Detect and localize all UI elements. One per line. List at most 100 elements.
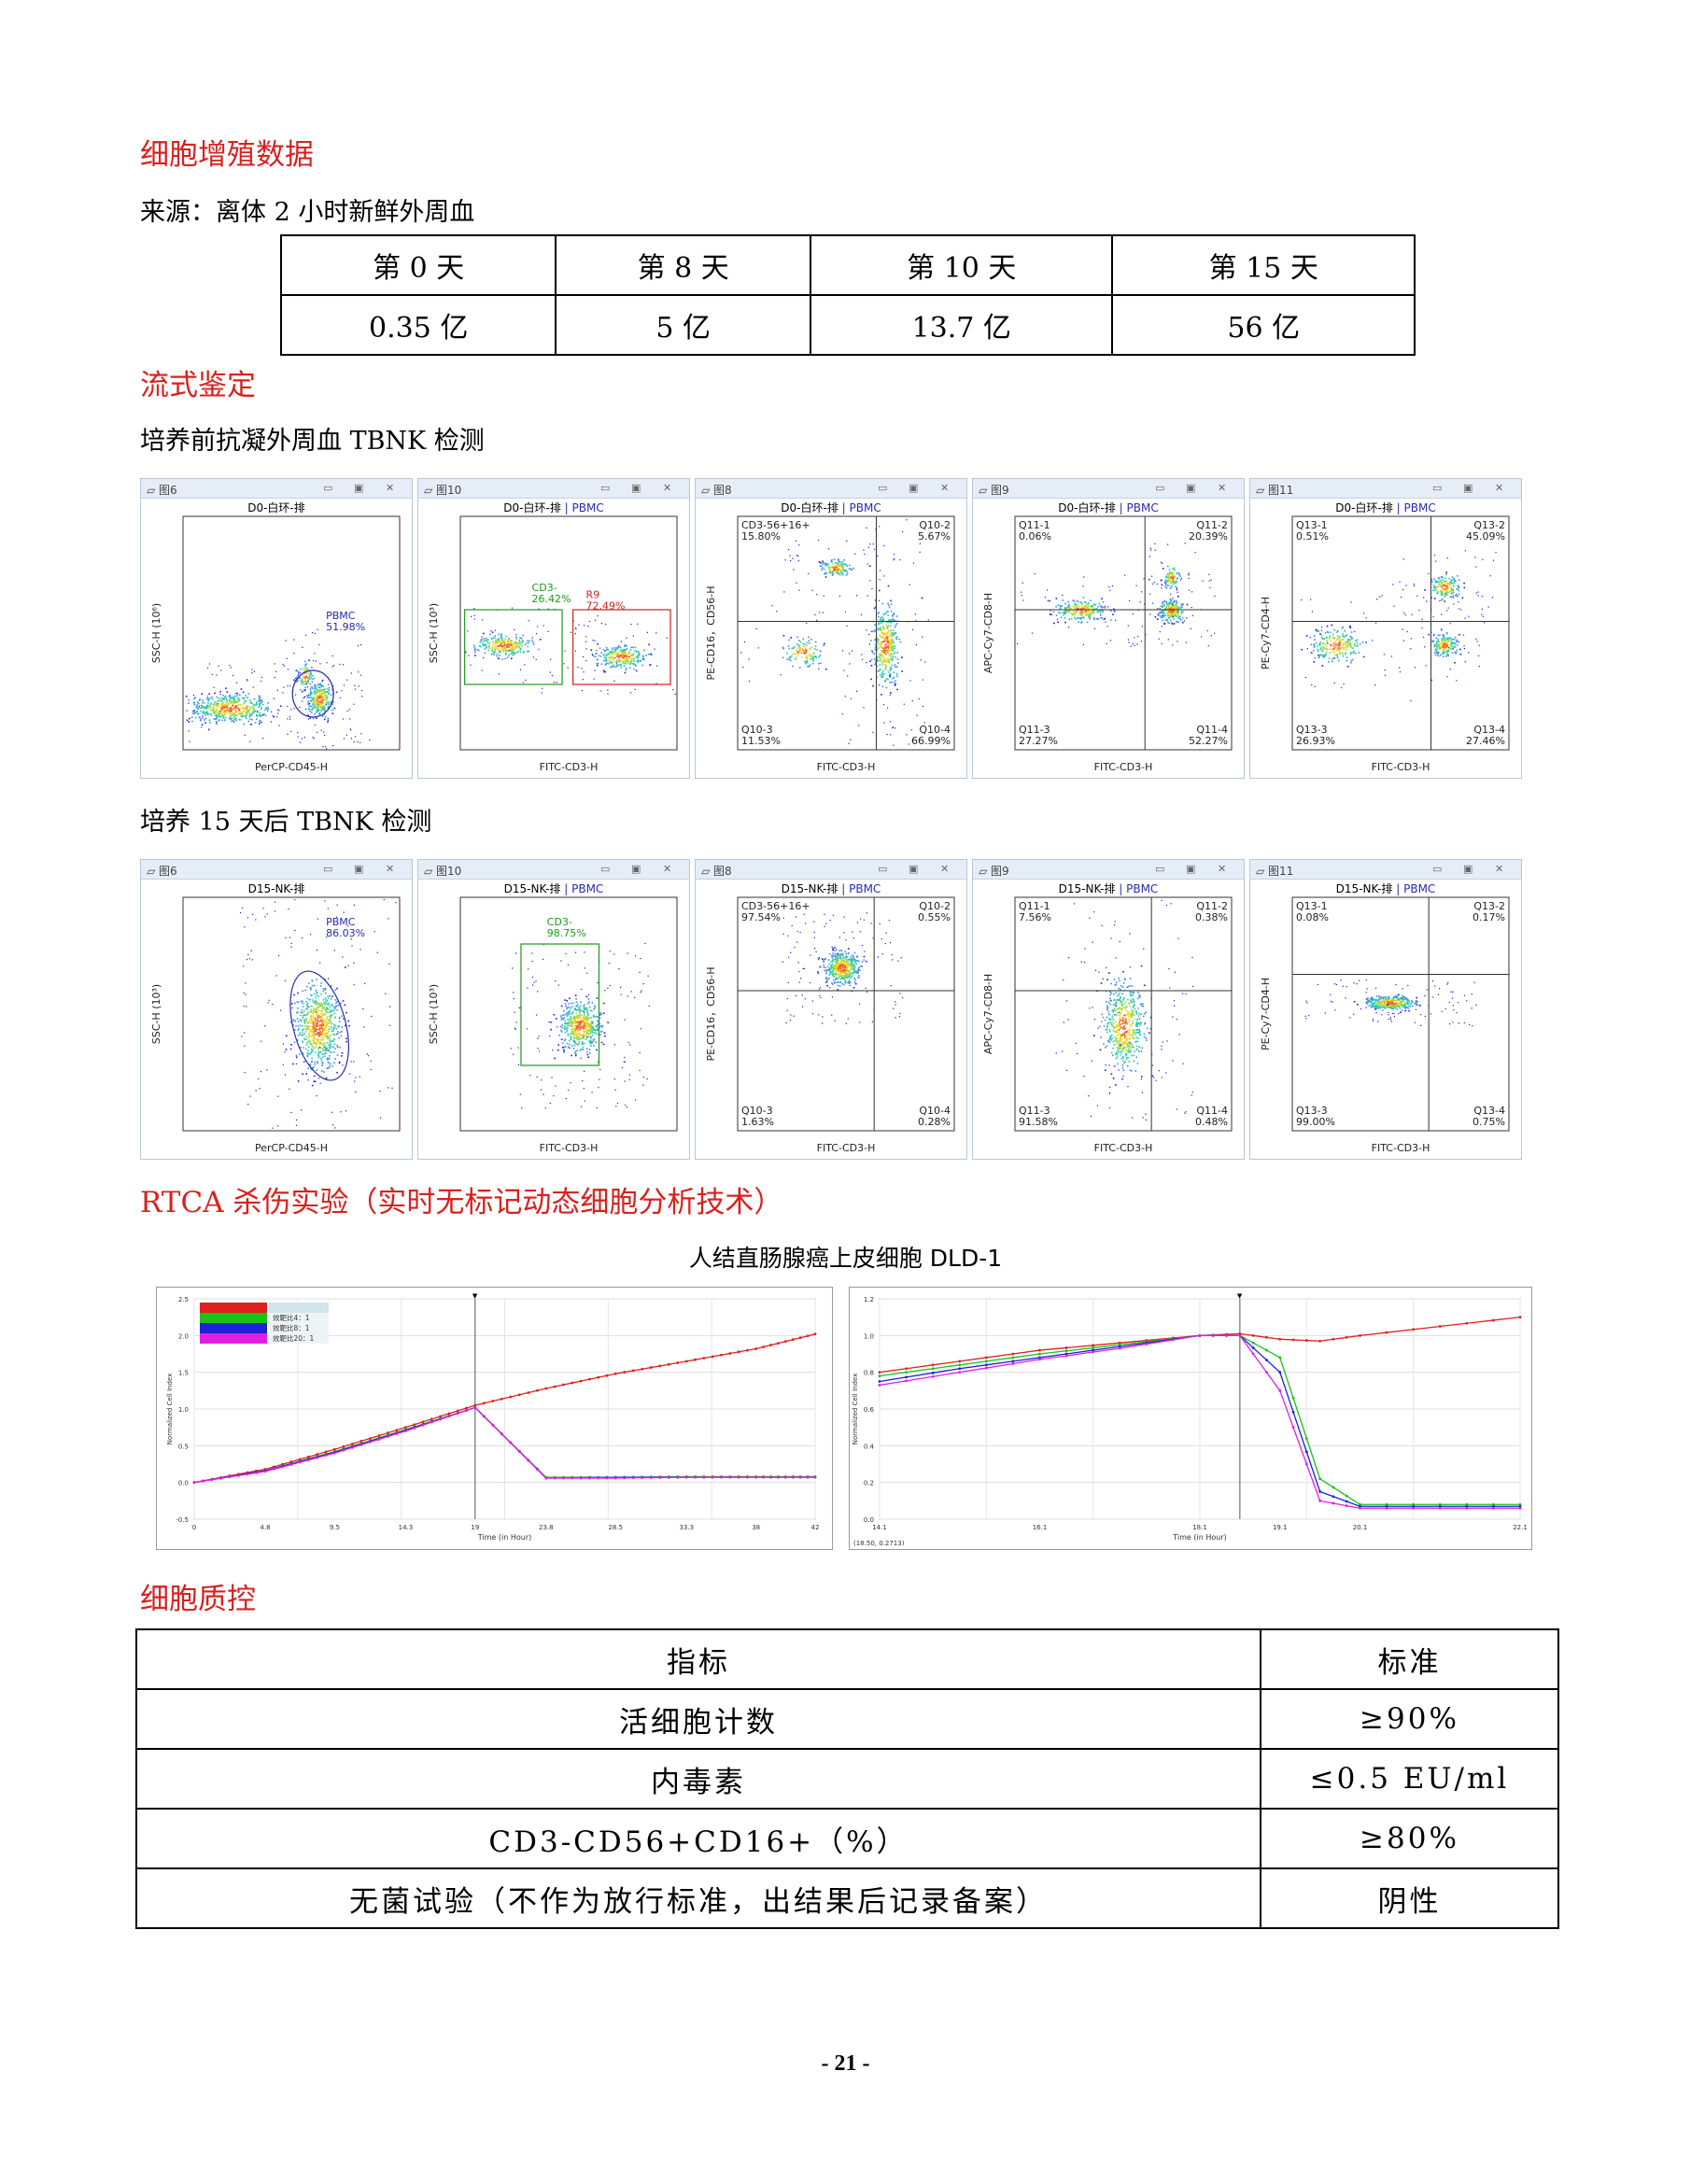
event-dot	[650, 653, 652, 655]
event-dot	[1189, 589, 1191, 591]
event-dot	[1149, 593, 1151, 595]
close-icon[interactable]: ✕	[1495, 482, 1504, 494]
event-dot	[512, 647, 514, 649]
event-dot	[330, 1020, 332, 1022]
event-dot	[233, 713, 235, 715]
event-dot	[1454, 643, 1457, 645]
maximize-icon[interactable]: ▣	[1186, 482, 1196, 494]
event-dot	[808, 666, 810, 668]
event-dot	[277, 1125, 279, 1127]
event-dot	[1458, 586, 1460, 589]
event-dot	[1336, 638, 1339, 641]
event-dot	[517, 642, 520, 645]
event-dot	[472, 644, 475, 647]
event-dot	[884, 643, 886, 646]
event-dot	[284, 1050, 286, 1053]
event-dot	[208, 693, 210, 695]
event-dot	[881, 676, 882, 678]
close-icon[interactable]: ✕	[1218, 482, 1227, 494]
maximize-icon[interactable]: ▣	[354, 482, 364, 494]
event-dot	[326, 1057, 329, 1060]
event-dot	[312, 1022, 314, 1025]
event-dot	[359, 674, 362, 676]
event-dot	[313, 1009, 316, 1012]
event-dot	[276, 716, 278, 718]
event-dot	[205, 704, 208, 707]
event-dot	[816, 619, 818, 622]
event-dot	[1445, 650, 1447, 653]
event-dot	[500, 647, 503, 650]
close-icon[interactable]: ✕	[386, 863, 395, 875]
event-dot	[605, 654, 608, 656]
event-dot	[788, 639, 790, 641]
event-dot	[901, 670, 903, 672]
event-dot	[610, 662, 613, 664]
event-dot	[312, 1016, 315, 1019]
event-dot	[1055, 614, 1058, 616]
event-dot	[217, 699, 219, 702]
event-dot	[306, 695, 308, 697]
event-dot	[870, 630, 872, 633]
event-dot	[922, 636, 923, 638]
maximize-icon[interactable]: ▣	[631, 482, 641, 494]
maximize-icon[interactable]: ▣	[354, 863, 364, 875]
event-dot	[524, 644, 527, 646]
event-dot	[1432, 615, 1434, 618]
minimize-icon[interactable]: ▭	[878, 482, 888, 494]
event-dot	[1454, 651, 1457, 654]
event-dot	[827, 566, 830, 568]
maximize-icon[interactable]: ▣	[1463, 482, 1473, 494]
event-dot	[1432, 589, 1434, 591]
event-dot	[243, 723, 246, 726]
close-icon[interactable]: ✕	[940, 482, 950, 494]
event-dot	[311, 693, 313, 696]
minimize-icon[interactable]: ▭	[323, 482, 333, 494]
minimize-icon[interactable]: ▭	[323, 863, 333, 875]
event-dot	[1439, 642, 1442, 645]
event-dot	[307, 1025, 310, 1027]
event-dot	[1064, 617, 1066, 619]
event-dot	[592, 640, 594, 641]
event-dot	[235, 719, 237, 721]
minimize-icon[interactable]: ▭	[1155, 482, 1165, 494]
minimize-icon[interactable]: ▭	[600, 863, 611, 875]
event-dot	[261, 713, 263, 716]
close-icon[interactable]: ✕	[663, 863, 672, 875]
event-dot	[867, 563, 868, 565]
event-dot	[815, 656, 817, 659]
event-dot	[290, 942, 292, 944]
flow-plot: FITC-CD3-HPE-Cy7-CD4-HQ13-10.51%Q13-245.…	[1260, 515, 1510, 773]
event-dot	[880, 654, 881, 655]
maximize-icon[interactable]: ▣	[909, 482, 919, 494]
event-dot	[1450, 585, 1452, 587]
plot-label: R9	[586, 589, 600, 601]
close-icon[interactable]: ✕	[386, 482, 395, 494]
event-dot	[843, 669, 845, 671]
close-icon[interactable]: ✕	[663, 482, 672, 494]
maximize-icon[interactable]: ▣	[631, 863, 641, 875]
minimize-icon[interactable]: ▭	[600, 482, 611, 494]
event-dot	[882, 649, 885, 651]
event-dot	[889, 694, 891, 696]
event-dot	[505, 654, 507, 655]
event-dot	[882, 655, 884, 658]
event-dot	[275, 975, 277, 977]
event-dot	[244, 699, 247, 702]
event-dot	[311, 1057, 313, 1060]
event-dot	[884, 669, 887, 670]
event-dot	[323, 702, 325, 704]
event-dot	[1342, 646, 1345, 648]
plot-label: SSC-H (10³)	[150, 984, 162, 1044]
event-dot	[275, 670, 277, 672]
event-dot	[639, 653, 641, 655]
event-dot	[232, 705, 234, 707]
event-dot	[324, 1003, 326, 1006]
event-dot	[887, 644, 890, 647]
event-dot	[643, 649, 645, 652]
event-dot	[481, 641, 484, 643]
event-dot	[585, 1025, 587, 1028]
event-dot	[196, 701, 199, 703]
minimize-icon[interactable]: ▭	[1432, 482, 1443, 494]
event-dot	[1441, 599, 1444, 600]
event-dot	[854, 553, 856, 555]
